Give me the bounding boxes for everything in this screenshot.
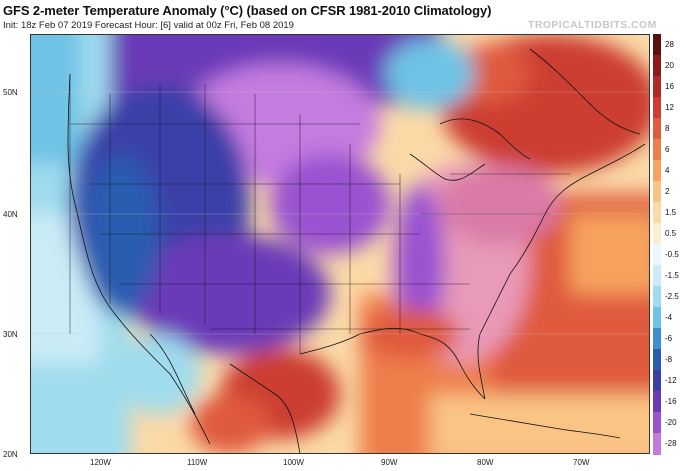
legend-label: -16 [665, 396, 677, 406]
legend-swatch [653, 118, 661, 140]
legend-swatch [653, 244, 661, 266]
graticule [30, 91, 650, 335]
legend-label: -0.5 [665, 249, 679, 259]
legend-swatch [653, 265, 661, 287]
map-title: GFS 2-meter Temperature Anomaly (°C) (ba… [3, 3, 492, 18]
legend-label: 2 [665, 186, 670, 196]
legend-swatch [653, 370, 661, 392]
lon-label-90w: 90W [381, 458, 398, 467]
legend-swatch [653, 34, 661, 56]
lon-label-120w: 120W [90, 458, 111, 467]
legend-swatch [653, 286, 661, 308]
legend-swatch [653, 181, 661, 203]
legend-label: 20 [665, 60, 674, 70]
map-subtitle: Init: 18z Feb 07 2019 Forecast Hour: [6]… [3, 20, 294, 31]
legend-label: 16 [665, 81, 674, 91]
legend-swatch [653, 97, 661, 119]
legend-label: 12 [665, 102, 674, 112]
legend-label: 28 [665, 39, 674, 49]
map-frame [30, 34, 650, 454]
legend-swatch [653, 433, 661, 455]
color-legend: 28 20 16 12 8 6 4 2 1.5 0.5 -0.5 -1.5 -2.5 -4 -6 -8 -12 -… [653, 34, 687, 455]
legend-swatch [653, 160, 661, 182]
legend-label: -1.5 [665, 270, 679, 280]
lon-label-80w: 80W [477, 458, 494, 467]
legend-label: -12 [665, 375, 677, 385]
legend-swatch [653, 139, 661, 161]
legend-label: -6 [665, 333, 673, 343]
legend-label: -2.5 [665, 291, 679, 301]
legend-swatch [653, 223, 661, 245]
temperature-anomaly-map [30, 34, 650, 454]
legend-label: 1.5 [665, 207, 677, 217]
legend-swatch [653, 328, 661, 350]
legend-swatch [653, 307, 661, 329]
lat-label-40n: 40N [3, 210, 18, 219]
coastlines [67, 48, 646, 454]
legend-label: 4 [665, 165, 670, 175]
legend-label: -4 [665, 312, 673, 322]
lon-label-70w: 70W [573, 458, 590, 467]
legend-label: -28 [665, 438, 677, 448]
lat-label-50n: 50N [3, 88, 18, 97]
legend-swatch [653, 412, 661, 434]
brand-watermark: TROPICALTIDBITS.COM [528, 19, 657, 31]
lon-label-100w: 100W [283, 458, 304, 467]
legend-swatch [653, 349, 661, 371]
lon-label-110w: 110W [187, 458, 208, 467]
legend-label: -8 [665, 354, 673, 364]
legend-swatch [653, 391, 661, 413]
legend-label: 0.5 [665, 228, 677, 238]
state-borders [69, 74, 570, 354]
legend-swatch [653, 55, 661, 77]
legend-label: 8 [665, 123, 670, 133]
legend-label: 6 [665, 144, 670, 154]
lat-label-30n: 30N [3, 330, 18, 339]
header: GFS 2-meter Temperature Anomaly (°C) (ba… [0, 0, 687, 34]
legend-label: -20 [665, 417, 677, 427]
legend-swatch [653, 76, 661, 98]
legend-swatch [653, 202, 661, 224]
lat-label-20n: 20N [3, 450, 18, 459]
